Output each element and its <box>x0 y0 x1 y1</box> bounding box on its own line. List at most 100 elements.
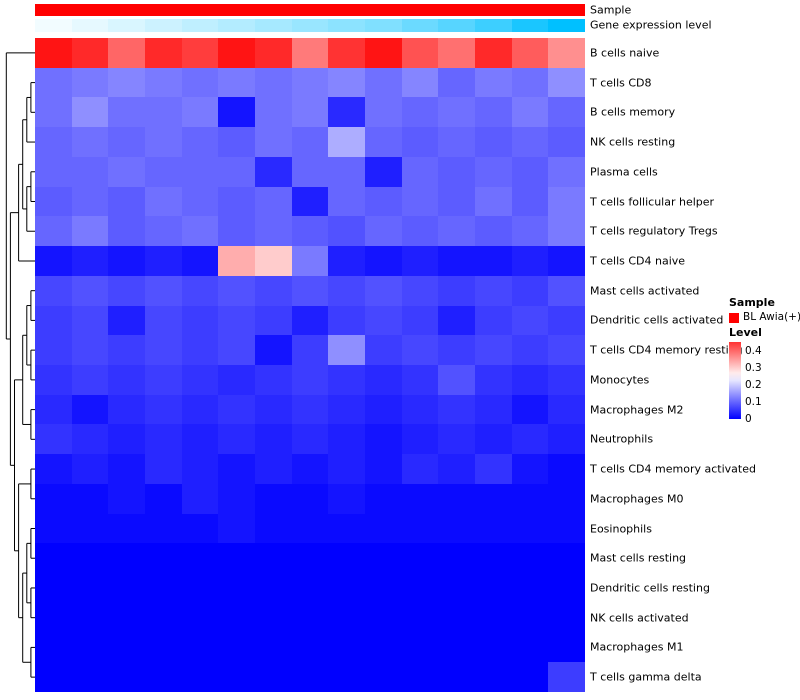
heatmap-cell <box>548 632 586 663</box>
heatmap-cell <box>328 156 366 188</box>
row-dendrogram <box>5 52 35 678</box>
legend-color-swatch <box>729 312 739 323</box>
heatmap-cell <box>438 246 476 277</box>
row-label: T cells gamma delta <box>590 670 702 684</box>
heatmap-cell <box>291 573 329 604</box>
heatmap-cell <box>438 454 476 485</box>
heatmap-cell <box>35 662 73 693</box>
legend-gradient-bar <box>729 342 741 419</box>
heatmap-cell <box>35 216 73 247</box>
heatmap-cell <box>365 424 403 455</box>
expression-annotation-cell <box>108 19 146 32</box>
heatmap-cell <box>401 127 439 158</box>
heatmap-cell <box>108 67 146 98</box>
heatmap-cell <box>548 662 586 693</box>
heatmap-cell <box>108 246 146 277</box>
heatmap-cell <box>71 602 109 634</box>
heatmap-cell <box>401 632 439 663</box>
heatmap-cell <box>511 394 549 425</box>
heatmap-cell <box>328 483 366 515</box>
heatmap-cell <box>145 573 183 604</box>
heatmap-cell <box>35 394 73 425</box>
heatmap-cell <box>548 513 586 544</box>
heatmap-cell <box>511 454 549 485</box>
heatmap-cell <box>108 305 146 336</box>
heatmap-cell <box>108 454 146 485</box>
heatmap-cell <box>511 216 549 247</box>
heatmap-cell <box>291 365 329 396</box>
heatmap-cell <box>291 305 329 336</box>
heatmap-cell <box>548 394 586 425</box>
heatmap-cell <box>218 602 256 634</box>
heatmap-cell <box>401 483 439 515</box>
expression-annotation-cell <box>291 19 329 32</box>
heatmap-cell <box>145 127 183 158</box>
heatmap-cell <box>328 246 366 277</box>
heatmap-cell <box>108 602 146 634</box>
heatmap-cell <box>108 365 146 396</box>
heatmap-cell <box>475 454 513 485</box>
heatmap-cell <box>255 335 293 366</box>
row-label: T cells CD4 memory resting <box>590 343 743 357</box>
heatmap-cell <box>108 424 146 455</box>
heatmap-cell <box>145 246 183 277</box>
heatmap-cell <box>401 156 439 188</box>
heatmap-cell <box>365 543 403 574</box>
row-label: T cells follicular helper <box>590 195 715 208</box>
heatmap-cell <box>218 216 256 247</box>
heatmap-cell <box>108 573 146 604</box>
heatmap-cell <box>328 662 366 693</box>
heatmap-cell <box>291 602 329 634</box>
expression-annotation-cell <box>328 19 366 32</box>
row-label: NK cells activated <box>590 611 689 625</box>
heatmap-cell <box>145 156 183 188</box>
heatmap-cell <box>71 186 109 217</box>
heatmap-cell <box>218 156 256 188</box>
row-label: NK cells resting <box>590 135 676 149</box>
heatmap-cell <box>438 632 476 663</box>
heatmap-cell <box>71 275 109 307</box>
heatmap-cell <box>255 275 293 307</box>
heatmap-cell <box>181 335 219 366</box>
heatmap-cell <box>71 38 109 69</box>
expression-annotation-cell <box>71 19 109 32</box>
legend-sample-item: BL Awia(+) <box>729 312 800 323</box>
heatmap-cell <box>181 38 219 69</box>
heatmap-cell <box>218 394 256 425</box>
heatmap-cell <box>328 424 366 455</box>
column-annotation-expression <box>35 19 586 32</box>
heatmap-cell <box>181 275 219 307</box>
heatmap-cell <box>365 67 403 98</box>
heatmap-cell <box>35 513 73 544</box>
expression-annotation-cell <box>255 19 293 32</box>
heatmap-cell <box>71 662 109 693</box>
heatmap-cell <box>438 38 476 69</box>
expression-annotation-cell <box>218 19 256 32</box>
heatmap-cell <box>475 543 513 574</box>
heatmap-cell <box>548 602 586 634</box>
heatmap-cell <box>401 216 439 247</box>
heatmap-cell <box>218 186 256 217</box>
heatmap-cell <box>145 305 183 336</box>
annotation-label-sample: Sample <box>590 3 632 17</box>
heatmap-cell <box>438 365 476 396</box>
heatmap-cell <box>438 394 476 425</box>
heatmap-cell <box>291 424 329 455</box>
heatmap-cell <box>401 275 439 307</box>
heatmap-cell <box>475 662 513 693</box>
heatmap-cell <box>475 424 513 455</box>
heatmap-cell <box>35 365 73 396</box>
heatmap-cell <box>255 573 293 604</box>
heatmap-cell <box>35 573 73 604</box>
heatmap-cell <box>71 365 109 396</box>
heatmap-cell <box>438 127 476 158</box>
heatmap-cell <box>291 246 329 277</box>
heatmap-cell <box>218 573 256 604</box>
heatmap-cell <box>181 483 219 515</box>
heatmap-cell <box>511 246 549 277</box>
heatmap-cell <box>71 573 109 604</box>
heatmap-cell <box>401 602 439 634</box>
heatmap-cell <box>365 662 403 693</box>
heatmap-cell <box>365 573 403 604</box>
heatmap-cell <box>108 632 146 663</box>
